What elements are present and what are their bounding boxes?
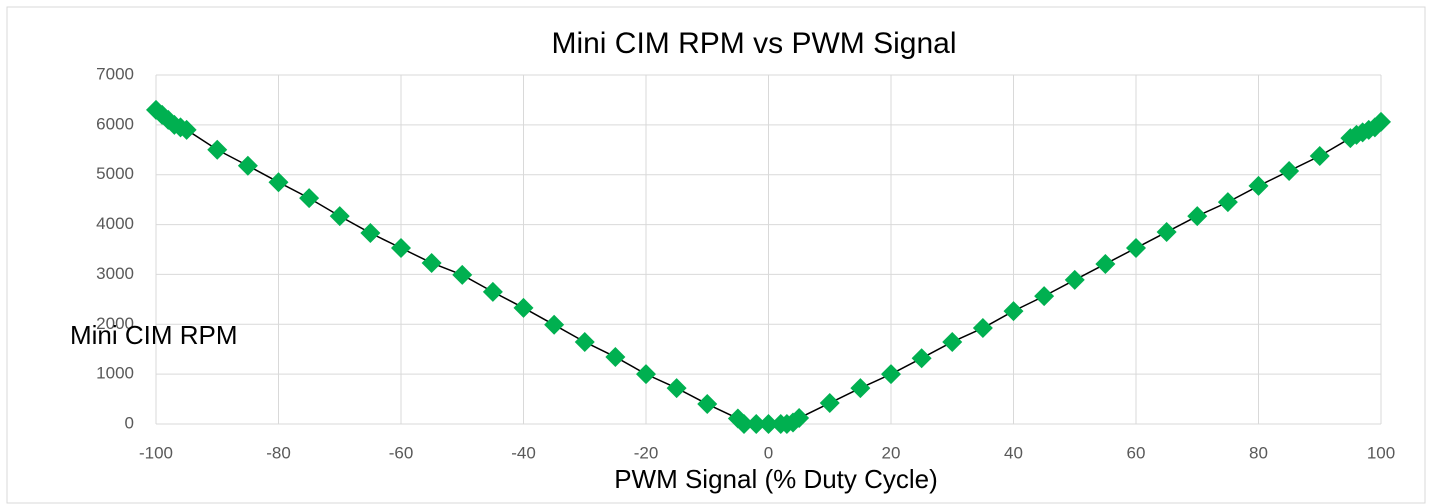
data-point xyxy=(329,206,350,227)
data-point xyxy=(176,119,197,140)
data-point xyxy=(299,188,320,209)
data-point xyxy=(391,238,411,259)
data-point xyxy=(746,414,767,434)
data-point xyxy=(1095,253,1116,274)
data-point xyxy=(697,394,718,415)
data-point xyxy=(1003,301,1024,322)
data-point xyxy=(911,348,932,369)
data-point xyxy=(1309,146,1330,167)
x-tick-label: -80 xyxy=(266,443,291,462)
x-tick-label: 100 xyxy=(1367,443,1395,462)
data-point xyxy=(1248,175,1269,196)
x-tick-label: 60 xyxy=(1127,443,1146,462)
data-point xyxy=(942,331,963,352)
data-point xyxy=(666,378,687,399)
x-tick-label: -100 xyxy=(139,443,173,462)
y-axis-title: Mini CIM RPM xyxy=(70,320,238,350)
data-point xyxy=(605,346,626,367)
data-point xyxy=(850,378,871,399)
x-tick-label: -20 xyxy=(634,443,659,462)
data-point xyxy=(789,408,810,429)
y-tick-label: 5000 xyxy=(96,164,134,183)
x-axis-title: PWM Signal (% Duty Cycle) xyxy=(614,464,938,494)
chart-title: Mini CIM RPM vs PWM Signal xyxy=(551,27,956,60)
data-point xyxy=(360,223,381,244)
data-point xyxy=(513,297,534,318)
data-point xyxy=(1064,269,1085,290)
x-tick-label: 20 xyxy=(882,443,901,462)
data-point xyxy=(1126,238,1146,259)
x-tick-label: -60 xyxy=(389,443,414,462)
data-point xyxy=(758,414,779,434)
data-point xyxy=(734,414,754,434)
y-tick-label: 6000 xyxy=(96,114,134,133)
data-point xyxy=(1034,286,1055,307)
chart-border xyxy=(6,6,1426,504)
x-tick-label: -40 xyxy=(511,443,536,462)
data-point xyxy=(452,264,473,285)
data-point xyxy=(636,364,656,385)
data-point xyxy=(207,139,228,160)
data-point xyxy=(819,393,840,414)
data-point xyxy=(881,364,901,385)
y-tick-label: 0 xyxy=(125,413,134,432)
data-point xyxy=(574,331,595,352)
data-point xyxy=(972,318,993,339)
data-point xyxy=(421,252,442,273)
data-point xyxy=(1187,206,1208,227)
x-tick-label: 80 xyxy=(1249,443,1268,462)
x-tick-label: 0 xyxy=(764,443,773,462)
data-point xyxy=(268,172,289,193)
x-tick-label: 40 xyxy=(1004,443,1023,462)
data-point xyxy=(544,314,565,335)
y-tick-label: 7000 xyxy=(96,64,134,83)
y-tick-label: 2000 xyxy=(96,314,134,333)
data-point xyxy=(1279,160,1300,181)
y-tick-label: 4000 xyxy=(96,214,134,233)
y-tick-label: 3000 xyxy=(96,264,134,283)
y-tick-label: 1000 xyxy=(96,364,134,383)
data-point xyxy=(1156,222,1177,243)
data-point xyxy=(1217,192,1238,213)
data-point xyxy=(237,155,258,176)
data-point xyxy=(1371,111,1391,132)
data-point xyxy=(482,281,503,302)
